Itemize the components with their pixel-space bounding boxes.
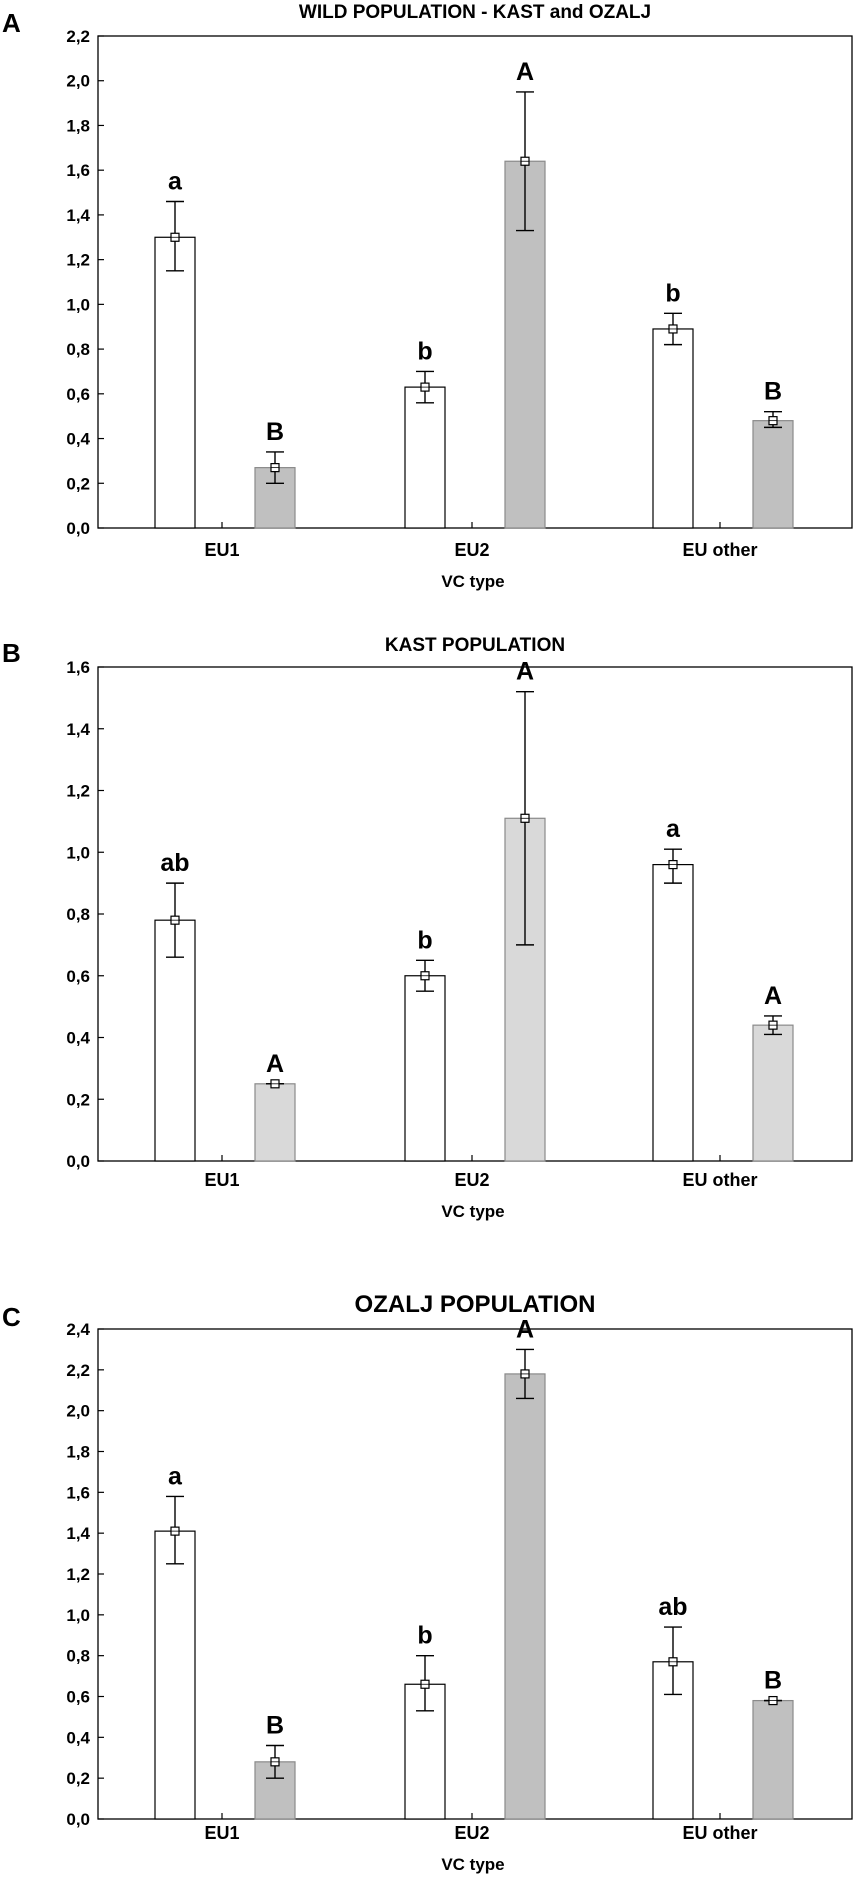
y-tick-label: 1,2 (66, 1565, 90, 1584)
panel-letter: A (2, 8, 21, 38)
chart-title: KAST POPULATION (385, 635, 565, 656)
panel-b: B KAST POPULATION 0,0 0,2 0,4 0,6 0,8 1,0 1,2 1,4… (2, 635, 853, 1221)
panel-letter: B (2, 638, 21, 668)
y-tick-label: 1,2 (66, 782, 90, 801)
y-tick-label: 0,4 (66, 430, 90, 449)
y-tick-label: 2,4 (66, 1320, 90, 1339)
y-tick-label: 0,0 (66, 519, 90, 538)
y-tick-label: 2,2 (66, 1361, 90, 1380)
x-tick-label: EU1 (204, 1170, 239, 1190)
y-tick-label: 1,8 (66, 1443, 90, 1462)
y-tick-label: 1,4 (66, 1524, 90, 1543)
significance-letter: A (516, 658, 534, 686)
bar (752, 420, 794, 529)
significance-letter: ab (160, 849, 189, 877)
significance-letter: b (417, 337, 432, 365)
y-tick-label: 0,6 (66, 1688, 90, 1707)
significance-letter: a (168, 1462, 183, 1490)
significance-letter: a (168, 167, 183, 195)
y-tick-label: 2,0 (66, 1402, 90, 1421)
bar (752, 1699, 794, 1820)
significance-letter: B (266, 1712, 284, 1740)
bar (752, 1024, 794, 1162)
panel-a: A WILD POPULATION - KAST and OZALJ 0,0 0,2 0… (2, 2, 853, 591)
y-tick-label: 0,2 (66, 1090, 90, 1109)
y-tick-label: 1,4 (66, 720, 90, 739)
bar (254, 1083, 296, 1162)
bar (404, 975, 446, 1162)
x-tick-label: EU2 (454, 1170, 489, 1190)
x-tick-label: EU other (682, 540, 757, 560)
x-axis-label: VC type (441, 572, 504, 591)
bar (404, 386, 446, 529)
significance-letter: B (764, 378, 782, 406)
y-tick-label: 0,0 (66, 1152, 90, 1171)
significance-letter: A (764, 982, 782, 1010)
bar (154, 1530, 196, 1820)
y-tick-label: 0,4 (66, 1029, 90, 1048)
y-tick-label: 0,8 (66, 905, 90, 924)
y-tick-label: 0,8 (66, 340, 90, 359)
significance-letter: A (266, 1050, 284, 1078)
significance-letter: a (666, 815, 681, 843)
significance-letter: A (516, 58, 534, 86)
plot-frame (97, 1328, 853, 1820)
panel-c: C OZALJ POPULATION 0,0 0,2 0,4 0,6 0,8 1,0 1,2 1,… (2, 1291, 853, 1874)
panel-letter: C (2, 1302, 21, 1332)
y-tick-label: 1,4 (66, 206, 90, 225)
x-axis-label: VC type (441, 1202, 504, 1221)
bar (652, 863, 694, 1162)
significance-letter: ab (658, 1593, 687, 1621)
y-tick-label: 0,4 (66, 1728, 90, 1747)
y-tick-label: 0,0 (66, 1810, 90, 1829)
y-tick-label: 1,8 (66, 116, 90, 135)
x-tick-label: EU2 (454, 540, 489, 560)
y-tick-label: 1,6 (66, 161, 90, 180)
significance-letter: A (516, 1315, 534, 1343)
bar (504, 1373, 546, 1820)
y-tick-label: 1,0 (66, 295, 90, 314)
chart-title: OZALJ POPULATION (355, 1291, 596, 1318)
y-tick-label: 1,6 (66, 1483, 90, 1502)
x-tick-label: EU other (682, 1823, 757, 1843)
y-tick-label: 0,6 (66, 385, 90, 404)
significance-letter: b (665, 279, 680, 307)
bar (154, 919, 196, 1162)
plot-frame (97, 666, 853, 1162)
y-tick-label: 1,6 (66, 658, 90, 677)
x-axis-label: VC type (441, 1855, 504, 1874)
bar (154, 236, 196, 529)
y-tick-label: 1,0 (66, 1606, 90, 1625)
x-tick-label: EU2 (454, 1823, 489, 1843)
x-tick-label: EU1 (204, 1823, 239, 1843)
significance-letter: B (266, 418, 284, 446)
x-tick-label: EU other (682, 1170, 757, 1190)
significance-letter: B (764, 1667, 782, 1695)
y-tick-label: 2,2 (66, 27, 90, 46)
y-tick-label: 0,8 (66, 1647, 90, 1666)
bar (652, 328, 694, 529)
y-tick-label: 2,0 (66, 72, 90, 91)
y-tick-label: 0,6 (66, 967, 90, 986)
significance-letter: b (417, 926, 432, 954)
y-tick-label: 0,2 (66, 474, 90, 493)
y-tick-label: 1,2 (66, 251, 90, 270)
x-tick-label: EU1 (204, 540, 239, 560)
plot-frame (97, 35, 853, 529)
chart-title: WILD POPULATION - KAST and OZALJ (299, 2, 651, 23)
y-tick-label: 1,0 (66, 843, 90, 862)
y-tick-label: 0,2 (66, 1769, 90, 1788)
significance-letter: b (417, 1622, 432, 1650)
